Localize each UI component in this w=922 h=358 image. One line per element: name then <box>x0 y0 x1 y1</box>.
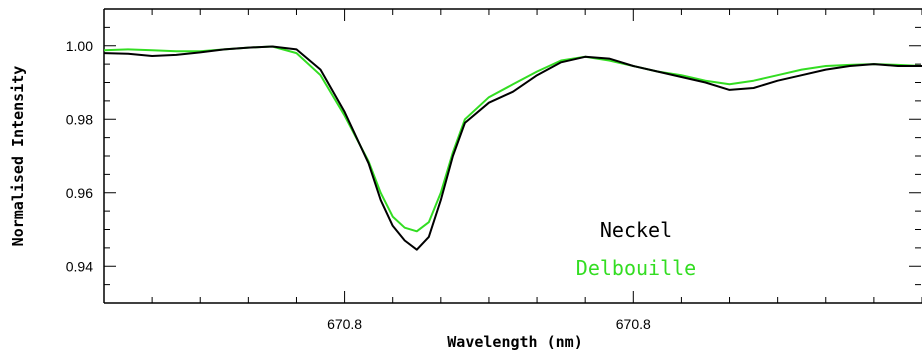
legend-delbouille: Delbouille <box>576 256 696 280</box>
y-tick-label: 0.98 <box>66 111 93 127</box>
y-axis-title: Normalised Intensity <box>9 66 27 247</box>
x-tick-label: 670.8 <box>616 316 651 332</box>
series-line-neckel <box>104 45 922 251</box>
y-tick-label: 1.00 <box>66 38 93 54</box>
series-layer <box>104 45 922 251</box>
x-axis-title: Wavelength (nm) <box>447 333 582 351</box>
legend-neckel: Neckel <box>600 218 672 242</box>
y-tick-label: 0.96 <box>66 185 93 201</box>
ticks-layer: 670.8 670.8 1.00 0.98 0.96 0.94 <box>66 9 922 332</box>
series-line-delbouille <box>104 45 922 233</box>
y-tick-label: 0.94 <box>66 258 93 274</box>
x-tick-label: 670.8 <box>327 316 362 332</box>
